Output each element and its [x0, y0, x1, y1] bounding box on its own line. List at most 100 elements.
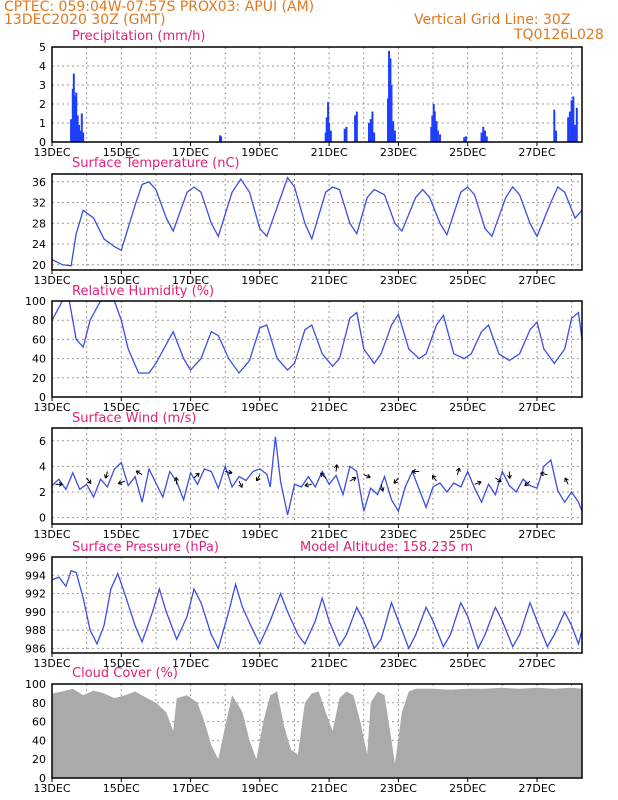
precip-bar [324, 132, 327, 142]
precip-bar [73, 96, 76, 142]
x-tick-label: 21DEC [311, 657, 348, 670]
x-tick-label: 23DEC [380, 782, 417, 795]
precip-bar [345, 126, 348, 142]
wind-arrow-head [333, 464, 339, 469]
y-tick-label: 988 [25, 624, 46, 637]
precip-bar [435, 121, 438, 142]
wind-arrow-head [564, 477, 569, 483]
x-tick-label: 19DEC [241, 657, 278, 670]
precip-bar [393, 130, 396, 142]
wind-arrow [393, 477, 399, 484]
wind-arrow [540, 472, 548, 476]
x-tick-label: 23DEC [380, 274, 417, 287]
precip-bar [575, 107, 578, 142]
y-tick-label: 990 [25, 606, 46, 619]
humidity-title: Relative Humidity (%) [72, 284, 215, 299]
precip-bar [79, 130, 82, 142]
x-tick-label: 13DEC [33, 274, 70, 287]
precipitation-frame [51, 46, 583, 143]
y-tick-label: 0 [39, 136, 46, 149]
y-tick-label: 20 [32, 259, 46, 272]
wind-arrow-head [540, 471, 545, 477]
x-tick-label: 23DEC [380, 528, 417, 541]
wind-arrow-head [238, 483, 243, 488]
wind-arrow [495, 477, 502, 483]
precipitation-title: Precipitation (mm/h) [72, 29, 206, 44]
y-tick-label: 36 [32, 176, 46, 189]
precip-bar [71, 88, 74, 142]
wind-arrow-head [173, 477, 179, 482]
wind-arrow [474, 481, 482, 485]
precip-bar [387, 98, 390, 142]
wind-title: Surface Wind (m/s) [72, 411, 197, 426]
wind-arrow-head [456, 467, 461, 473]
precip-bar [482, 126, 485, 142]
y-tick-label: 3 [39, 79, 46, 92]
wind-arrow-head [477, 480, 482, 486]
x-tick-label: 13DEC [33, 146, 70, 159]
temperature-title: Surface Temperature (nC) [72, 156, 240, 171]
y-tick-label: 5 [39, 41, 46, 54]
x-tick-label: 13DEC [33, 401, 70, 414]
y-tick-label: 0 [39, 512, 46, 525]
y-tick-label: 24 [32, 238, 46, 251]
wind-line [51, 436, 583, 516]
y-tick-label: 40 [32, 353, 46, 366]
precip-bar [373, 132, 376, 142]
wind-arrow [256, 474, 261, 482]
precip-bar [80, 113, 83, 142]
humidity-line [51, 300, 583, 375]
precip-bar [480, 132, 483, 142]
wind-arrow [225, 471, 233, 474]
y-tick-label: 994 [25, 569, 46, 582]
y-tick-label: 0 [39, 772, 46, 785]
precip-bar [485, 136, 488, 142]
precip-bar [484, 130, 487, 142]
wind-arrow [320, 472, 327, 479]
y-tick-label: 100 [25, 295, 46, 308]
temperature-line [51, 176, 583, 267]
wind-arrow [363, 474, 371, 478]
y-tick-label: 2 [39, 486, 46, 499]
x-tick-label: 17DEC [172, 401, 209, 414]
x-tick-label: 13DEC [33, 528, 70, 541]
precip-bar [390, 85, 393, 142]
y-tick-label: 992 [25, 588, 46, 601]
precip-bar [433, 111, 436, 142]
precip-bar [70, 119, 73, 142]
wind-arrow [105, 471, 108, 479]
precip-bar [464, 136, 467, 142]
wind-arrow [304, 483, 312, 487]
wind-arrow-head [431, 474, 437, 480]
wind-arrow-head [103, 474, 109, 479]
x-tick-label: 23DEC [380, 657, 417, 670]
precip-bar [76, 115, 79, 142]
x-tick-label: 25DEC [449, 528, 486, 541]
wind-arrow [564, 477, 569, 485]
x-tick-label: 17DEC [172, 657, 209, 670]
x-tick-label: 15DEC [103, 528, 140, 541]
precip-bar [327, 102, 330, 142]
x-tick-label: 23DEC [380, 401, 417, 414]
x-tick-label: 17DEC [172, 528, 209, 541]
precip-bar [82, 132, 85, 142]
wind-arrow-head [135, 470, 141, 475]
wind-arrow [238, 480, 243, 488]
y-tick-label: 2 [39, 98, 46, 111]
wind-arrow [193, 472, 200, 479]
y-tick-label: 100 [25, 678, 46, 691]
x-tick-label: 25DEC [449, 146, 486, 159]
precip-bar [572, 96, 575, 142]
precip-bar [354, 115, 357, 142]
precip-bar [389, 58, 392, 142]
y-tick-label: 32 [32, 197, 46, 210]
wind-arrow-head [228, 469, 233, 475]
x-tick-label: 15DEC [103, 274, 140, 287]
x-tick-label: 17DEC [172, 274, 209, 287]
x-tick-label: 27DEC [518, 528, 555, 541]
precip-bar [329, 130, 332, 142]
y-tick-label: 1 [39, 117, 46, 130]
wind-frame [51, 427, 583, 525]
precip-bar [570, 100, 573, 142]
y-tick-label: 20 [32, 753, 46, 766]
